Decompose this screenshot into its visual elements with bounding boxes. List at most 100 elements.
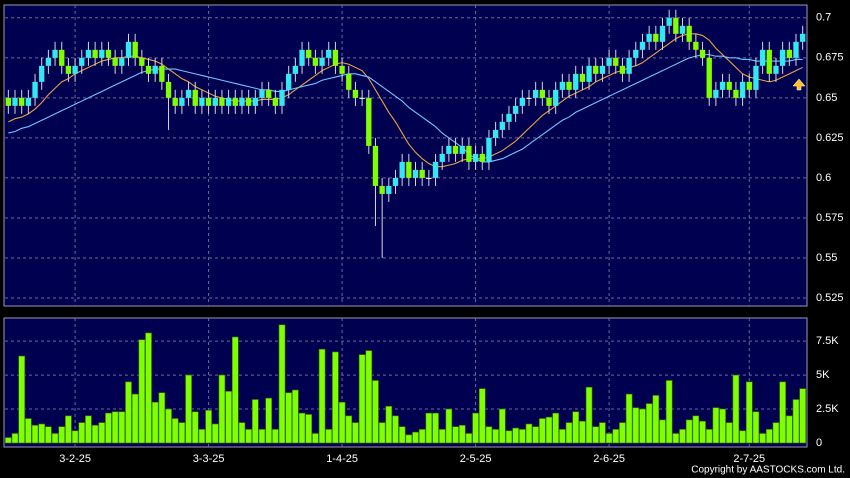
moving-averages bbox=[8, 33, 803, 168]
volume-bar bbox=[312, 433, 319, 444]
candle-body bbox=[486, 137, 492, 162]
volume-bar bbox=[245, 429, 252, 444]
candle-body bbox=[205, 97, 212, 106]
candle-body bbox=[159, 65, 165, 82]
volume-bar bbox=[452, 426, 459, 444]
volume-bar bbox=[759, 433, 766, 444]
candle-body bbox=[192, 89, 198, 106]
candle-body bbox=[59, 49, 65, 66]
candle-body bbox=[45, 57, 52, 66]
candle-body bbox=[766, 49, 772, 74]
candle-body bbox=[553, 89, 559, 106]
x-tick-label: 1-4-25 bbox=[326, 453, 358, 465]
volume-bar bbox=[325, 429, 333, 444]
volume-bar bbox=[732, 374, 740, 444]
volume-bar bbox=[385, 406, 393, 444]
candle-body bbox=[326, 49, 332, 58]
volume-bar bbox=[118, 411, 126, 444]
candle-body bbox=[786, 49, 792, 58]
candle-body bbox=[599, 65, 606, 74]
candle-body bbox=[479, 153, 485, 162]
volume-bar bbox=[512, 427, 519, 444]
volume-bar bbox=[786, 415, 793, 444]
volume-bar bbox=[699, 420, 706, 444]
candle-body bbox=[666, 17, 672, 26]
price-panel bbox=[3, 4, 808, 307]
volume-bar bbox=[592, 426, 600, 444]
volume-bar bbox=[265, 397, 272, 444]
candle-body bbox=[593, 65, 599, 74]
candle-body bbox=[633, 49, 639, 58]
candle-body bbox=[459, 145, 465, 154]
candle-body bbox=[759, 49, 766, 66]
volume-bar bbox=[65, 415, 72, 444]
volume-bar bbox=[392, 415, 399, 444]
candle-body bbox=[25, 97, 32, 106]
volume-tick-label: 0 bbox=[816, 437, 822, 449]
candle-body bbox=[646, 33, 652, 42]
candle-body bbox=[492, 129, 499, 138]
volume-bar bbox=[412, 431, 419, 444]
candle-body bbox=[659, 25, 666, 42]
volume-bar bbox=[652, 395, 660, 444]
volume-bar bbox=[545, 416, 553, 444]
volume-bar bbox=[438, 429, 446, 444]
candle-body bbox=[546, 97, 552, 106]
axis-labels: 0.525 0.55 0.575 0.6 0.625 0.65 0.675 0.7 0 2.5K 5… bbox=[59, 12, 843, 465]
volume-bar bbox=[552, 412, 559, 444]
volume-bar bbox=[619, 422, 626, 444]
candle-body bbox=[673, 17, 679, 34]
volume-bar bbox=[272, 429, 279, 444]
grid bbox=[5, 5, 806, 447]
volume-bar bbox=[178, 422, 186, 444]
candle-body bbox=[446, 145, 452, 154]
volume-bar bbox=[605, 433, 613, 444]
volume-bar bbox=[231, 336, 239, 444]
latest-arrow bbox=[792, 78, 806, 91]
volume-bar bbox=[752, 411, 760, 444]
candle-body bbox=[272, 97, 279, 106]
volume-bar bbox=[58, 426, 66, 444]
candle-body bbox=[713, 89, 719, 98]
volume-bar bbox=[105, 412, 112, 444]
volume-bar bbox=[25, 418, 32, 444]
candle-body bbox=[79, 57, 85, 66]
volume-bar bbox=[305, 414, 313, 444]
volume-bar bbox=[639, 408, 646, 444]
volume-bar bbox=[779, 381, 786, 444]
candle-body bbox=[719, 81, 726, 90]
candle-body bbox=[392, 177, 399, 186]
candle-body bbox=[406, 161, 412, 178]
volume-bar bbox=[705, 429, 713, 444]
volume-bar bbox=[358, 354, 366, 444]
volume-bar bbox=[525, 423, 533, 444]
volume-bar bbox=[158, 392, 166, 444]
candle-body bbox=[773, 65, 779, 74]
candle-body bbox=[686, 25, 692, 42]
candle-body bbox=[706, 57, 712, 98]
candle-body bbox=[372, 145, 379, 186]
volume-bar bbox=[338, 401, 346, 444]
volume-bar bbox=[18, 355, 25, 444]
candle-body bbox=[472, 153, 479, 162]
volume-bar bbox=[165, 408, 172, 444]
candle-body bbox=[386, 185, 392, 194]
candle-body bbox=[579, 73, 586, 82]
volume-bar bbox=[719, 408, 726, 444]
volume-bar bbox=[151, 401, 159, 444]
copyright: Copyright by AASTOCKS.com Ltd. bbox=[691, 465, 845, 476]
candle-body bbox=[52, 49, 58, 58]
volume-bar bbox=[492, 429, 499, 444]
volume-bar bbox=[739, 430, 746, 444]
volume-bar bbox=[51, 433, 59, 444]
candle-body bbox=[586, 65, 592, 82]
volume-bar bbox=[579, 420, 586, 444]
candle-body bbox=[726, 81, 732, 90]
candle-body bbox=[19, 97, 25, 106]
y-tick-label: 0.7 bbox=[816, 12, 831, 24]
x-tick-label: 3-3-25 bbox=[193, 453, 225, 465]
candle-body bbox=[92, 49, 98, 58]
volume-bar bbox=[799, 388, 806, 444]
candle-body bbox=[379, 185, 385, 194]
volume-bar bbox=[252, 399, 259, 444]
